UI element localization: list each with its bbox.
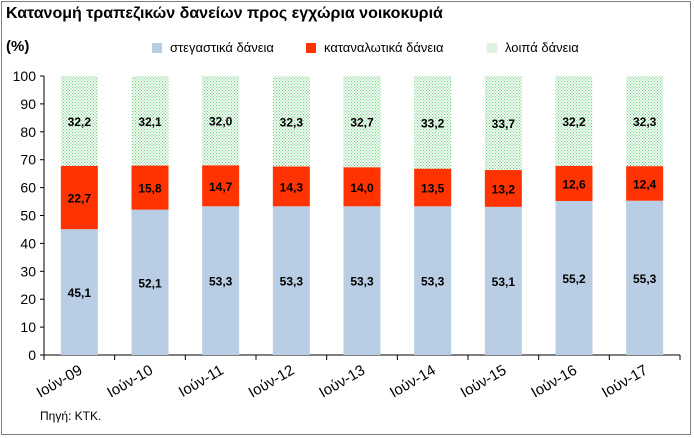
bar-segment-housing	[555, 200, 593, 355]
legend-swatch-other	[487, 42, 497, 53]
bar-segment-housing	[272, 206, 310, 355]
data-label-housing: 53,3	[209, 275, 233, 289]
bar-segment-other	[555, 76, 593, 166]
data-label-consumer: 14,0	[350, 181, 374, 195]
data-label-consumer: 13,2	[492, 182, 516, 196]
bar-segment-housing	[131, 209, 169, 355]
y-axis-unit-label: (%)	[6, 38, 30, 55]
legend-item-housing: στεγαστικά δάνεια	[152, 40, 274, 55]
bar-segment-housing	[414, 206, 452, 355]
data-label-housing: 53,3	[421, 275, 445, 289]
y-tick-label: 50	[20, 208, 36, 224]
data-label-consumer: 13,5	[421, 181, 445, 195]
x-tick-label: Ιούν-14	[387, 362, 439, 402]
y-tick-label: 90	[20, 96, 36, 112]
y-tick-label: 0	[28, 347, 36, 363]
y-tick-label: 20	[20, 291, 36, 307]
data-label-other: 32,7	[350, 116, 374, 130]
legend-swatch-consumer	[306, 42, 316, 53]
legend-swatch-housing	[152, 42, 162, 53]
x-tick-label: Ιούν-15	[458, 362, 510, 402]
data-label-housing: 53,1	[492, 275, 516, 289]
data-label-other: 32,2	[562, 115, 586, 129]
data-label-housing: 55,3	[633, 272, 657, 286]
y-tick-label: 60	[20, 180, 36, 196]
legend-item-other: λοιπά δάνεια	[487, 40, 579, 55]
plot-area: 0 10 20 30 40 50 60 70 80 90 100 45,1 22,7 32,2 Ιούν-0…	[13, 68, 681, 402]
bar-segment-consumer	[626, 166, 664, 201]
bar-segment-housing	[60, 229, 98, 355]
bar-segment-housing	[484, 206, 522, 355]
data-label-other: 32,3	[633, 115, 657, 129]
bar-segment-consumer	[131, 165, 169, 210]
chart-title: Κατανομή τραπεζικών δανείων προς εγχώρια…	[6, 5, 443, 22]
x-tick-label: Ιούν-09	[34, 362, 86, 402]
bar-segment-consumer	[60, 165, 98, 230]
bar-segment-consumer	[484, 170, 522, 207]
bar-segment-consumer	[414, 168, 452, 207]
bar-segment-other	[60, 76, 98, 166]
y-tick-label: 70	[20, 152, 36, 168]
data-label-consumer: 12,4	[633, 177, 657, 191]
data-label-housing: 55,2	[562, 272, 586, 286]
x-tick-label: Ιούν-17	[599, 362, 651, 402]
data-label-consumer: 14,3	[280, 180, 304, 194]
x-tick-label: Ιούν-12	[246, 362, 298, 402]
data-label-consumer: 22,7	[68, 192, 92, 206]
x-tick-label: Ιούν-10	[104, 362, 156, 402]
data-label-consumer: 15,8	[138, 182, 162, 196]
bar-segment-consumer	[202, 165, 240, 207]
bar-segment-other	[414, 76, 452, 169]
y-tick-label: 10	[20, 319, 36, 335]
data-label-housing: 45,1	[68, 286, 92, 300]
data-label-other: 33,7	[492, 117, 516, 131]
legend-item-consumer: καταναλωτικά δάνεια	[306, 40, 444, 55]
data-label-housing: 53,3	[280, 275, 304, 289]
bar-segment-consumer	[343, 167, 381, 207]
bar-segment-housing	[343, 206, 381, 355]
data-label-other: 33,2	[421, 116, 445, 130]
legend-label-other: λοιπά δάνεια	[505, 40, 579, 55]
x-tick-label: Ιούν-11	[176, 362, 227, 401]
y-tick-label: 80	[20, 124, 36, 140]
bar-segment-housing	[626, 200, 664, 355]
data-label-other: 32,3	[280, 115, 304, 129]
bar-segment-other	[202, 76, 240, 166]
legend: στεγαστικά δάνεια καταναλωτικά δάνεια λο…	[0, 40, 694, 56]
bar-segment-other	[272, 76, 310, 167]
legend-label-housing: στεγαστικά δάνεια	[170, 40, 274, 55]
bar-segment-other	[484, 76, 522, 171]
bar-segment-other	[343, 76, 381, 168]
x-tick-label: Ιούν-16	[528, 362, 580, 402]
data-label-housing: 53,3	[350, 275, 374, 289]
data-label-consumer: 14,7	[209, 180, 233, 194]
bar-segment-other	[626, 76, 664, 167]
data-label-other: 32,0	[209, 115, 233, 129]
data-label-housing: 52,1	[138, 276, 162, 290]
x-tick-label: Ιούν-13	[316, 362, 368, 402]
data-label-consumer: 12,6	[562, 177, 586, 191]
bar-segment-housing	[202, 206, 240, 355]
data-label-other: 32,2	[68, 115, 92, 129]
y-tick-label: 40	[20, 235, 36, 251]
bar-segment-other	[131, 76, 169, 166]
legend-label-consumer: καταναλωτικά δάνεια	[324, 40, 444, 55]
source-note: Πηγή: ΚΤΚ.	[40, 409, 102, 423]
y-tick-label: 30	[20, 263, 36, 279]
bar-segment-consumer	[555, 165, 593, 201]
data-label-other: 32,1	[138, 115, 162, 129]
bar-segment-consumer	[272, 166, 310, 207]
y-tick-label: 100	[13, 68, 37, 84]
